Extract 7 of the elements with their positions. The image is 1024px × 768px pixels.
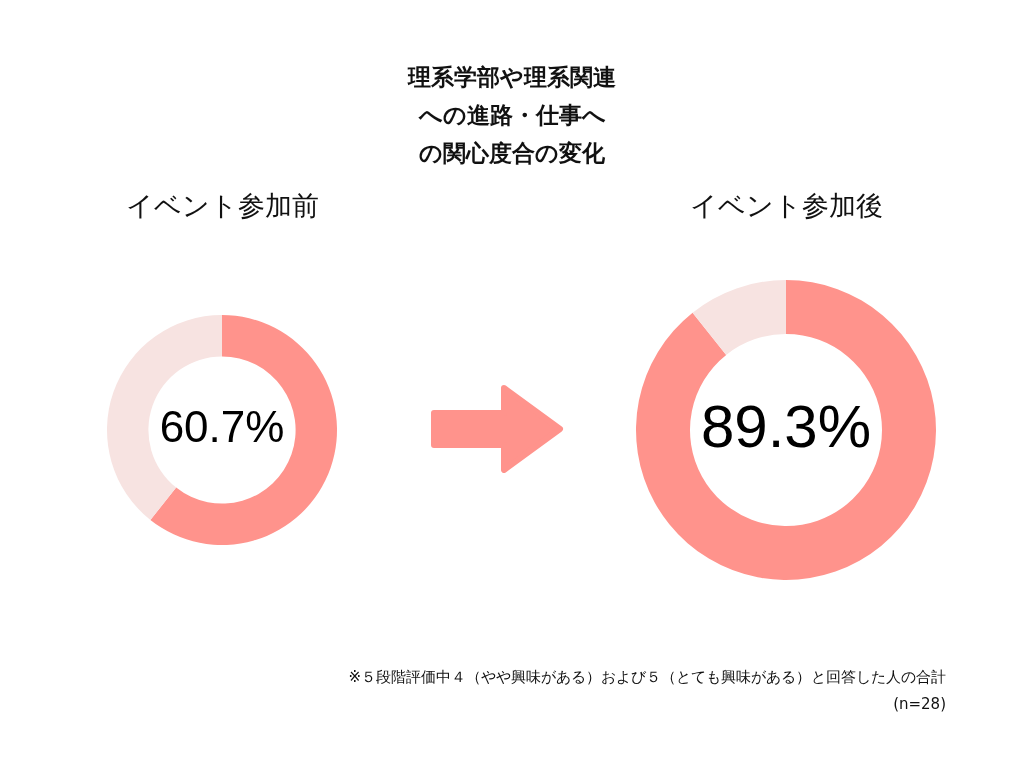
data-label: 89.3%: [700, 392, 872, 460]
chart-subtitle: イベント参加後: [688, 189, 884, 223]
data-label: 60.7%: [159, 402, 285, 452]
text: 理系学部や理系関連への進路・仕事への関心度合の変化: [406, 63, 617, 168]
text: (n=28): [893, 695, 946, 713]
chart-subtitle: イベント参加前: [124, 189, 320, 223]
text: ※５段階評価中４（やや興味がある）および５（とても興味がある）と回答した人の合計: [348, 668, 946, 686]
